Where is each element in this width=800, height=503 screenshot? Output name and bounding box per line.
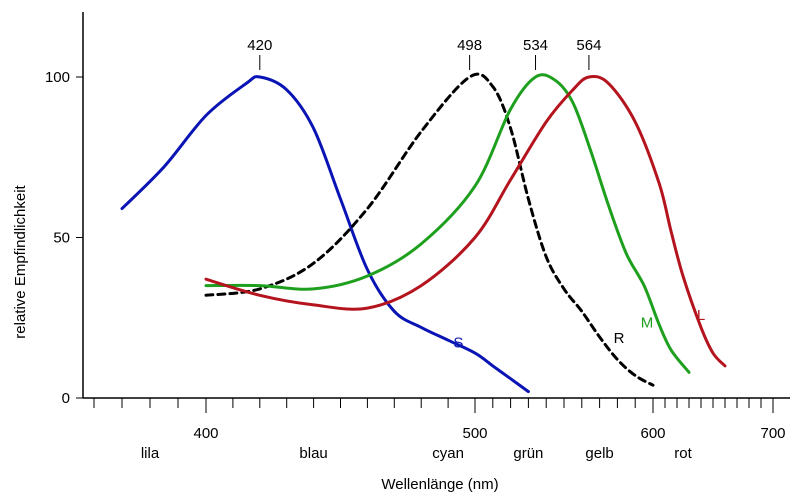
x-tick-label: 700 [760,425,785,442]
series-l-curve [204,74,727,368]
series-r-label: R [614,330,625,347]
y-ticks: 0 50 100 [45,69,83,407]
series-s-curve [120,75,530,394]
x-axis-title: Wellenlänge (nm) [381,476,498,493]
plot-area [82,12,790,399]
color-band-label: rot [674,445,692,462]
series-m-curve [204,73,691,374]
y-tick-label: 50 [53,230,70,247]
series-r-curve [204,72,655,387]
color-band-labels: lila blau cyan grün gelb rot [141,445,693,462]
color-band-label: cyan [432,445,464,462]
color-band-label: gelb [585,445,613,462]
y-tick-label: 0 [62,390,70,407]
peak-label: 420 [247,37,272,54]
y-axis-title: relative Empfindlichkeit [12,184,29,338]
peak-label: 498 [457,37,482,54]
peak-label: 534 [523,37,548,54]
peak-labels: 420 498 534 564 [247,37,601,70]
series-layer: S RM L [120,72,727,394]
x-ticks: 400 500 600 700 [93,398,786,442]
series-s-label: S [453,335,463,352]
series-m-label: M [641,314,654,331]
x-tick-label: 400 [193,425,218,442]
series-l-label: L [697,307,705,324]
color-band-label: blau [299,445,327,462]
color-band-label: grün [513,445,543,462]
peak-label: 564 [576,37,601,54]
x-tick-label: 600 [640,425,665,442]
x-tick-label: 500 [462,425,487,442]
y-tick-label: 100 [45,69,70,86]
color-band-label: lila [141,445,160,462]
